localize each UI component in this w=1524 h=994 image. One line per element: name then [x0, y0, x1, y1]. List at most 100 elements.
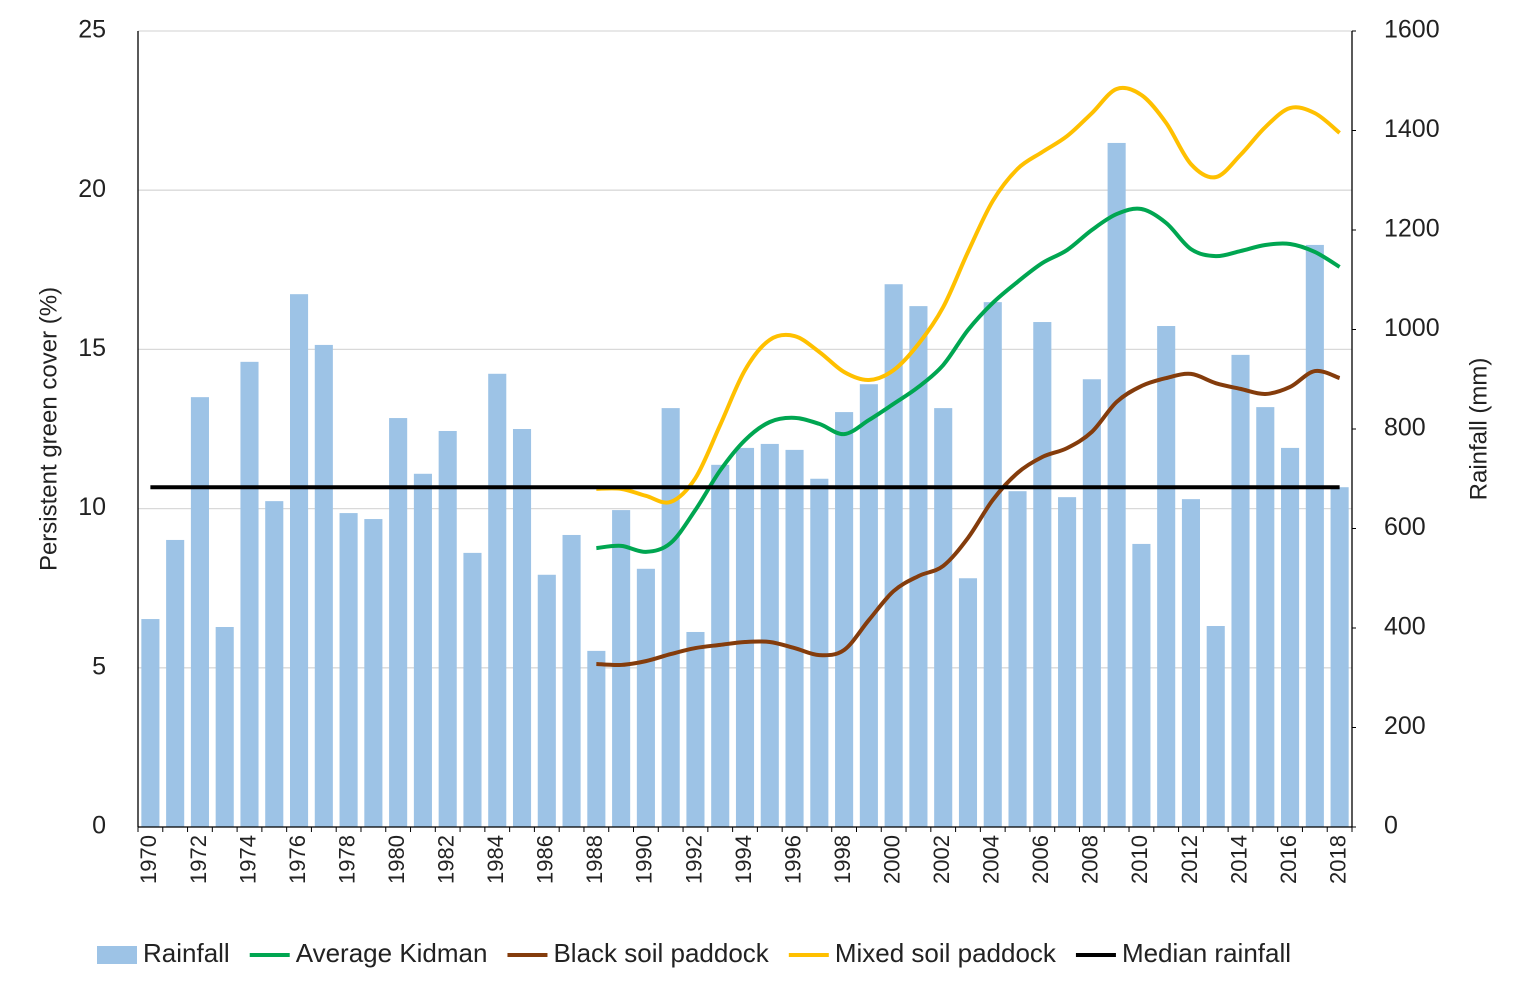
y2-tick-label: 1400 [1384, 115, 1440, 143]
bar [289, 294, 309, 827]
bar [1305, 244, 1324, 828]
bar [389, 418, 408, 827]
x-tick-label: 1970 [136, 835, 161, 884]
x-tick-label: 1988 [582, 835, 607, 884]
y-tick-label: 20 [78, 175, 106, 203]
bar [810, 478, 829, 827]
bar [166, 539, 185, 827]
bar [835, 412, 854, 827]
x-tick-label: 2010 [1127, 835, 1152, 884]
x-tick-label: 2000 [879, 835, 904, 884]
x-tick-label: 2002 [929, 835, 954, 884]
legend: Rainfall Average Kidman Black soil paddock… [97, 938, 1291, 968]
bar [537, 574, 556, 827]
bar [983, 302, 1002, 827]
bar [364, 519, 383, 827]
x-tick-label: 1986 [533, 835, 558, 884]
y-tick-label: 10 [78, 493, 106, 521]
legend-label: Black soil paddock [553, 938, 769, 968]
x-tick-label: 1982 [434, 835, 459, 884]
bar [934, 408, 953, 827]
bar [141, 619, 160, 827]
x-tick-label: 1980 [384, 835, 409, 884]
x-tick-label: 1996 [780, 835, 805, 884]
bar [636, 568, 655, 827]
line [596, 85, 1341, 505]
bar [661, 408, 680, 827]
bar [958, 578, 978, 827]
line [596, 206, 1341, 554]
legend-label: Rainfall [143, 938, 230, 968]
legend-swatch [97, 946, 137, 964]
x-tick-label: 2016 [1276, 835, 1301, 884]
x-tick-label: 1994 [731, 835, 756, 884]
x-tick-label: 2012 [1177, 835, 1202, 884]
y-tick-label: 15 [78, 334, 106, 362]
x-tick-label: 1978 [334, 835, 359, 884]
legend-label: Average Kidman [296, 938, 488, 968]
bar [488, 373, 507, 827]
x-tick-label: 1976 [285, 835, 310, 884]
bar [760, 443, 779, 827]
bar [339, 513, 358, 827]
bar [463, 552, 482, 827]
bar [612, 510, 631, 827]
bar [215, 627, 234, 827]
bar [1181, 499, 1201, 827]
bar [1330, 487, 1349, 827]
bar [1107, 142, 1126, 827]
bar [1206, 626, 1225, 827]
bar [190, 397, 209, 827]
x-tick-label: 2004 [979, 835, 1004, 884]
line [596, 368, 1341, 668]
bar [1033, 322, 1052, 827]
x-tick-label: 1972 [186, 835, 211, 884]
y2-tick-label: 0 [1384, 812, 1398, 840]
y2-tick-label: 800 [1384, 414, 1426, 442]
bar [884, 284, 903, 827]
bar [562, 534, 581, 827]
bar [413, 473, 432, 827]
bar [438, 430, 457, 827]
bar [1132, 543, 1151, 827]
bar [314, 344, 333, 827]
bar [785, 449, 804, 827]
y-tick-label: 25 [78, 16, 106, 44]
y2-tick-label: 200 [1384, 712, 1426, 740]
bar [1008, 491, 1027, 827]
bar [909, 306, 928, 827]
bar [686, 631, 705, 827]
y2-axis-label: Rainfall (mm) [1465, 358, 1492, 501]
x-tick-label: 2008 [1078, 835, 1103, 884]
bar [735, 447, 755, 827]
bar [1082, 379, 1101, 827]
bar [240, 361, 259, 827]
bar [1231, 354, 1250, 827]
bar [1157, 326, 1176, 827]
y-tick-label: 0 [92, 812, 106, 840]
x-tick-label: 2014 [1226, 835, 1251, 884]
y2-tick-label: 1600 [1384, 16, 1440, 44]
y2-tick-label: 400 [1384, 613, 1426, 641]
y-axis-label: Persistent green cover (%) [35, 287, 62, 571]
bar [1058, 497, 1077, 827]
x-tick-label: 2018 [1325, 835, 1350, 884]
x-tick-label: 1984 [483, 835, 508, 884]
y-tick-label: 5 [92, 652, 106, 680]
x-tick-label: 1990 [632, 835, 657, 884]
y2-tick-label: 600 [1384, 513, 1426, 541]
bar [1281, 447, 1300, 827]
y2-tick-label: 1000 [1384, 314, 1440, 342]
y2-tick-label: 1200 [1384, 215, 1440, 243]
x-tick-label: 2006 [1028, 835, 1053, 884]
bar [587, 650, 606, 827]
bar [859, 384, 878, 827]
bar [265, 501, 284, 827]
bar [512, 429, 532, 827]
legend-label: Mixed soil paddock [835, 938, 1057, 968]
x-tick-label: 1998 [830, 835, 855, 884]
x-tick-label: 1992 [681, 835, 706, 884]
legend-label: Median rainfall [1122, 938, 1291, 968]
bar [1256, 407, 1275, 827]
